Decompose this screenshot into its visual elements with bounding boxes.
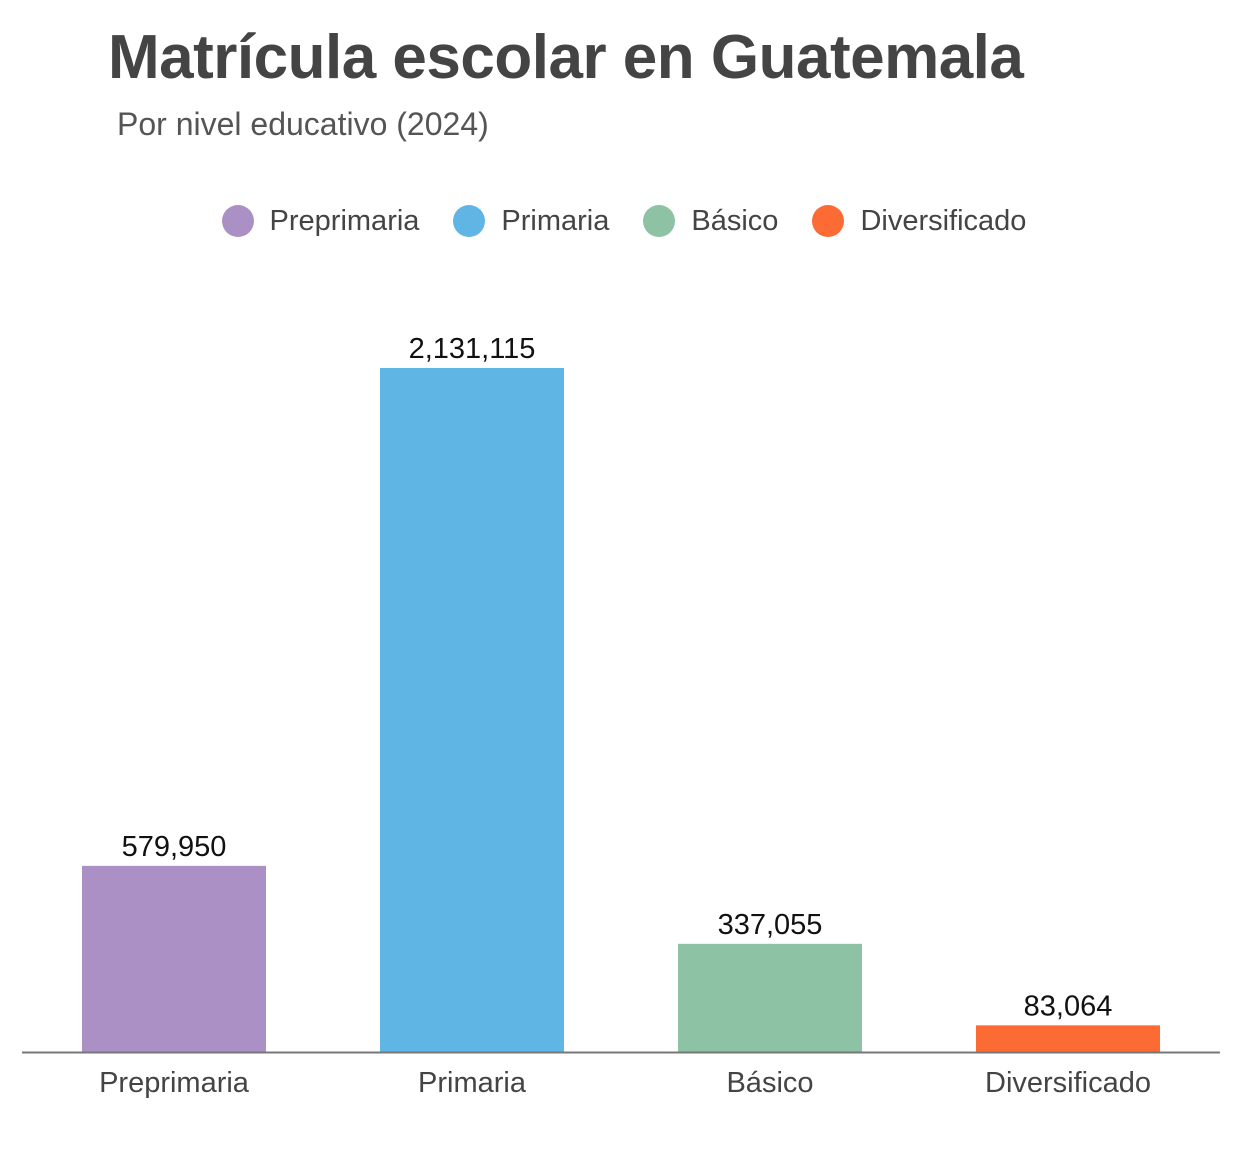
x-tick-label-basico: Básico — [726, 1067, 813, 1099]
legend-label-basico: Básico — [691, 204, 779, 237]
bar-value-label-diversificado: 83,064 — [1024, 990, 1113, 1022]
x-tick-label-preprimaria: Preprimaria — [99, 1067, 250, 1099]
x-tick-label-diversificado: Diversificado — [985, 1067, 1151, 1099]
legend-swatch-primaria — [453, 205, 486, 237]
legend-item-primaria: Primaria — [453, 205, 609, 238]
bar-value-label-basico: 337,055 — [718, 909, 823, 941]
legend-label-primaria: Primaria — [501, 204, 610, 237]
legend-label-diversificado: Diversificado — [860, 204, 1027, 237]
bar-basico — [678, 943, 862, 1052]
bar-primaria — [380, 368, 564, 1052]
bar-diversificado — [976, 1025, 1160, 1052]
chart-subtitle: Por nivel educativo (2024) — [117, 106, 489, 142]
chart-legend: Preprimaria Primaria Básico Diversificad… — [0, 200, 1248, 242]
x-tick-label-primaria: Primaria — [418, 1067, 527, 1099]
chart-title: Matrícula escolar en Guatemala — [108, 23, 1024, 92]
legend-swatch-basico — [643, 205, 676, 237]
legend-item-basico: Básico — [643, 205, 778, 238]
legend-swatch-preprimaria — [221, 205, 254, 237]
legend-item-preprimaria: Preprimaria — [221, 204, 420, 238]
bar-value-label-preprimaria: 579,950 — [122, 831, 227, 863]
bar-preprimaria — [82, 865, 266, 1052]
legend-swatch-diversificado — [812, 205, 845, 237]
bar-value-label-primaria: 2,131,115 — [409, 333, 536, 365]
legend-label-preprimaria: Preprimaria — [269, 204, 420, 237]
legend-item-diversificado: Diversificado — [812, 205, 1026, 238]
